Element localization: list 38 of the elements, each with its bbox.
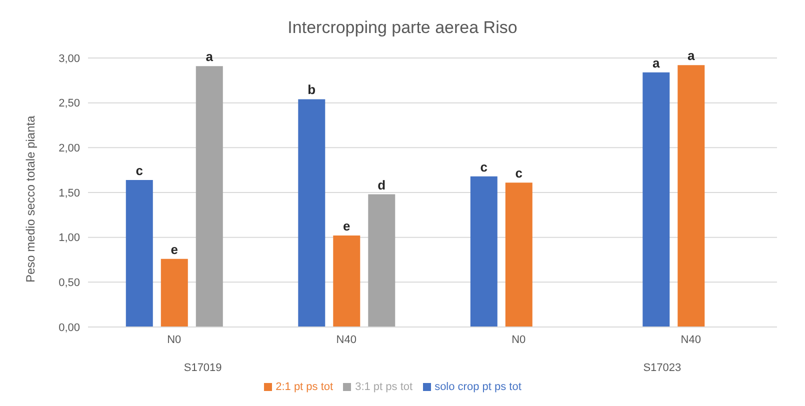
chart-title: Intercropping parte aerea Riso: [286, 17, 518, 39]
data-label: b: [308, 82, 316, 98]
bar: [678, 65, 705, 327]
data-label: a: [652, 55, 661, 70]
bar: [298, 99, 326, 327]
bar: [642, 72, 670, 327]
y-tick-label: 3,00: [58, 52, 80, 65]
legend-label: 2:1 pt ps tot: [276, 381, 334, 393]
y-tick-label: 2,50: [58, 98, 80, 110]
legend-label: 3:1 pt ps tot: [355, 381, 413, 393]
bar: [470, 176, 498, 327]
bar: [196, 66, 223, 327]
data-label: e: [170, 242, 178, 257]
bar: [333, 236, 360, 327]
y-axis-title: Peso medio secco totale pianta: [23, 115, 38, 282]
y-tick-label: 0,00: [58, 322, 80, 334]
legend-label: solo crop pt ps tot: [434, 381, 522, 393]
y-tick-label: 2,00: [58, 142, 80, 155]
bar: [368, 194, 396, 327]
data-label: a: [206, 49, 214, 64]
y-tick-label: 1,50: [58, 187, 80, 200]
data-label: c: [480, 159, 488, 174]
x-tick-label: N40: [680, 334, 701, 346]
x-tick-label: N40: [336, 334, 356, 346]
bar: [160, 258, 188, 327]
y-tick-label: 0,50: [58, 277, 80, 290]
y-tick-label: 1,00: [58, 232, 80, 244]
data-label: e: [343, 218, 350, 234]
data-label: a: [688, 48, 696, 64]
data-label: c: [136, 162, 144, 178]
x-tick-label: N0: [167, 334, 182, 346]
bar: [126, 180, 153, 327]
text: S17019: [184, 362, 222, 374]
bar: [505, 182, 532, 327]
data-label: d: [378, 177, 386, 192]
data-label: c: [515, 166, 523, 181]
text: S17023: [643, 362, 682, 374]
x-tick-label: N0: [512, 334, 526, 346]
